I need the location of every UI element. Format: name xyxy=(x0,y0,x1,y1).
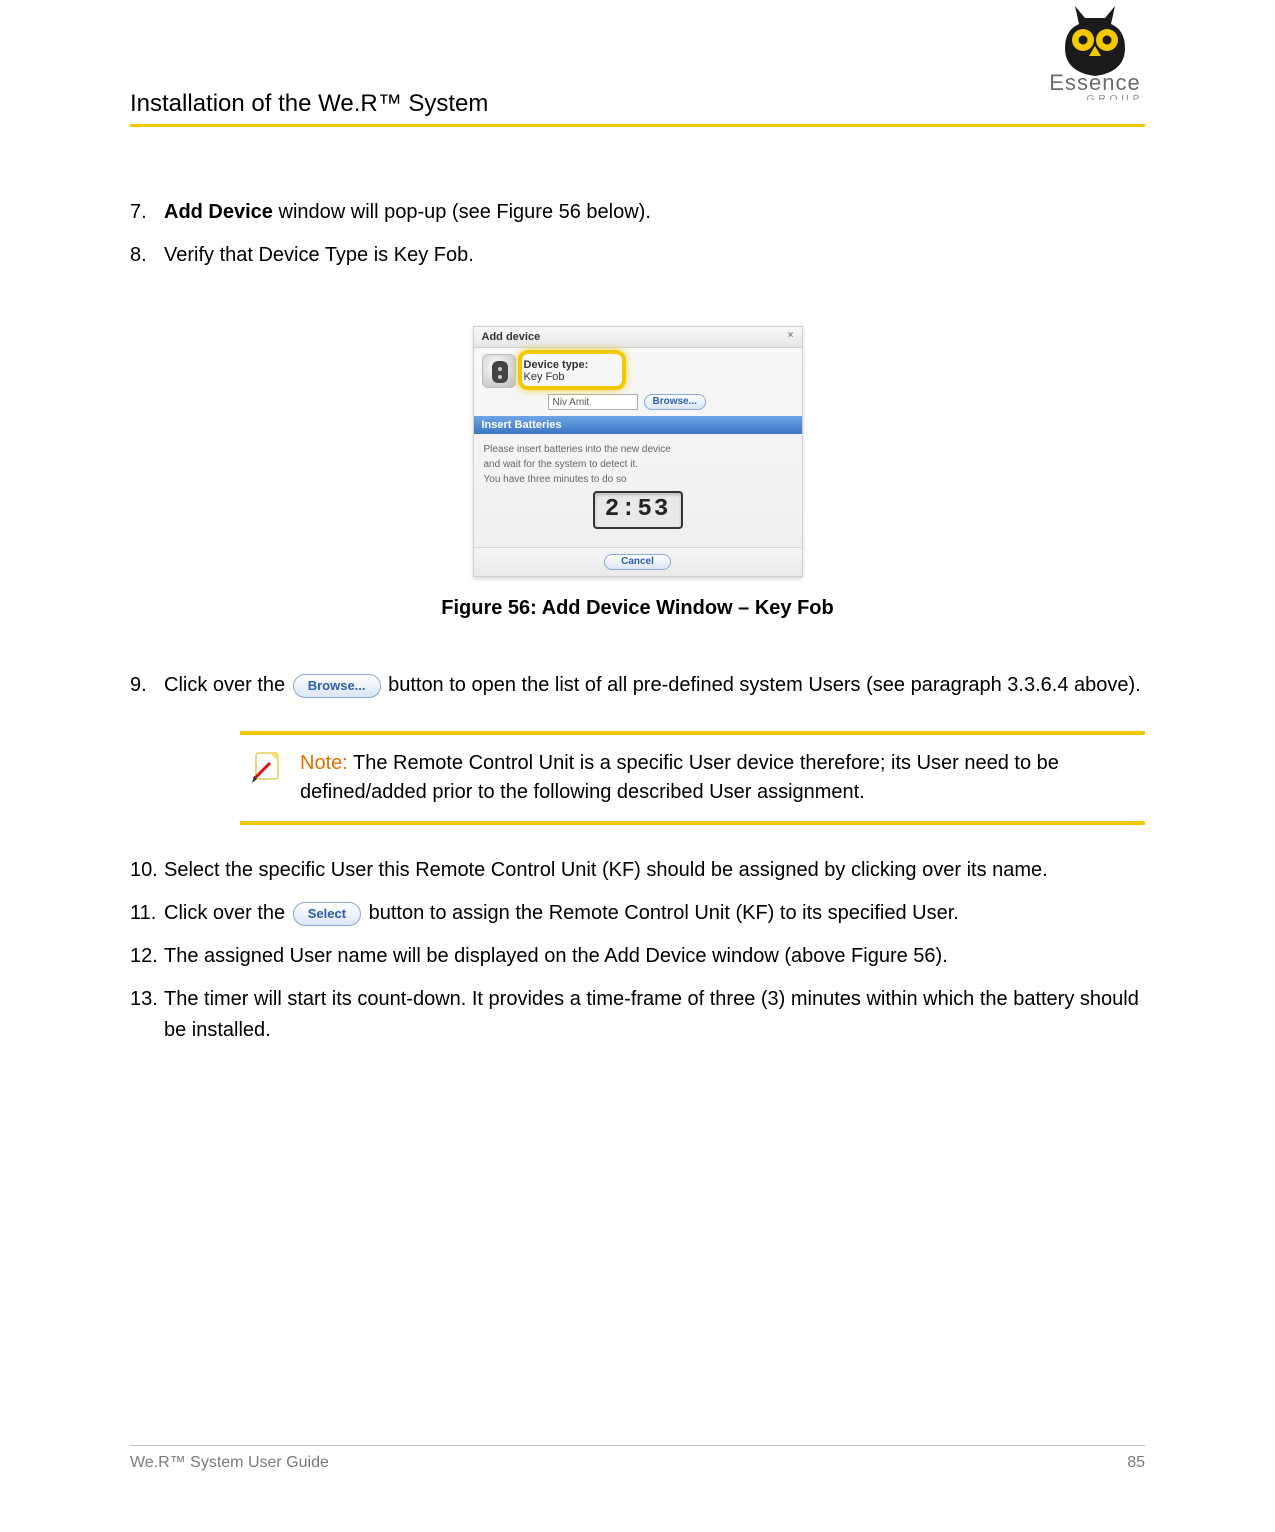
text-fragment: button to assign the Remote Control Unit… xyxy=(369,902,959,924)
header-rule xyxy=(130,124,1145,127)
step-text: The assigned User name will be displayed… xyxy=(164,941,1145,972)
step-text: Add Device window will pop-up (see Figur… xyxy=(164,197,1145,228)
note-box: Note: The Remote Control Unit is a speci… xyxy=(240,731,1145,825)
close-icon[interactable]: × xyxy=(784,330,798,344)
page-number: 85 xyxy=(1127,1454,1145,1472)
step-number: 12. xyxy=(130,941,164,972)
page-footer: We.R™ System User Guide 85 xyxy=(130,1445,1145,1472)
figure-56: Add device × Device type: Key Fob xyxy=(130,326,1145,577)
logo-text-top: Essence xyxy=(1049,70,1140,95)
instruction-list: 10. Select the specific User this Remote… xyxy=(130,855,1145,1046)
instruction-list: 9. Click over the Browse... button to op… xyxy=(130,670,1145,701)
text-fragment: button to open the list of all pre-defin… xyxy=(388,674,1141,696)
instruction-line: Please insert batteries into the new dev… xyxy=(484,442,792,457)
add-device-dialog: Add device × Device type: Key Fob xyxy=(473,326,803,577)
footer-left: We.R™ System User Guide xyxy=(130,1454,329,1472)
step-number: 7. xyxy=(130,197,164,228)
instruction-list: 7. Add Device window will pop-up (see Fi… xyxy=(130,197,1145,271)
dialog-titlebar: Add device × xyxy=(474,327,802,348)
select-button-inline[interactable]: Select xyxy=(293,902,361,926)
text-fragment: window will pop-up (see Figure 56 below)… xyxy=(273,201,651,223)
step-number: 11. xyxy=(130,898,164,929)
note-icon xyxy=(250,749,286,785)
section-bar: Insert Batteries xyxy=(474,416,802,434)
step-number: 13. xyxy=(130,984,164,1046)
instruction-line: You have three minutes to do so xyxy=(484,472,792,487)
assigned-user-field[interactable]: Niv Amit xyxy=(548,394,638,410)
logo-text-bottom: GROUP xyxy=(1087,94,1144,100)
note-label: Note: xyxy=(300,752,348,774)
step-text: Click over the Browse... button to open … xyxy=(164,670,1145,701)
device-type-label: Device type: xyxy=(524,359,589,371)
text-fragment: Click over the xyxy=(164,902,291,924)
step-number: 10. xyxy=(130,855,164,886)
dialog-instructions: Please insert batteries into the new dev… xyxy=(474,434,802,547)
countdown-timer: 2:53 xyxy=(593,491,683,529)
dialog-title-text: Add device xyxy=(482,331,541,343)
page-title: Installation of the We.R™ System xyxy=(130,90,488,118)
figure-caption: Figure 56: Add Device Window – Key Fob xyxy=(130,597,1145,620)
device-type-value: Key Fob xyxy=(524,371,589,383)
browse-button-inline[interactable]: Browse... xyxy=(293,674,381,698)
step-text: The timer will start its count-down. It … xyxy=(164,984,1145,1046)
brand-logo: Essence GROUP xyxy=(1015,0,1175,100)
browse-button[interactable]: Browse... xyxy=(644,394,706,410)
step-text: Verify that Device Type is Key Fob. xyxy=(164,240,1145,271)
instruction-line: and wait for the system to detect it. xyxy=(484,457,792,472)
cancel-button[interactable]: Cancel xyxy=(604,554,671,570)
text-fragment: Click over the xyxy=(164,674,291,696)
step-number: 8. xyxy=(130,240,164,271)
note-body: The Remote Control Unit is a specific Us… xyxy=(300,752,1059,803)
step-number: 9. xyxy=(130,670,164,701)
step-text: Click over the Select button to assign t… xyxy=(164,898,1145,929)
keyfob-icon xyxy=(482,354,516,388)
note-text: Note: The Remote Control Unit is a speci… xyxy=(300,749,1135,807)
bold-term: Add Device xyxy=(164,201,273,223)
step-text: Select the specific User this Remote Con… xyxy=(164,855,1145,886)
